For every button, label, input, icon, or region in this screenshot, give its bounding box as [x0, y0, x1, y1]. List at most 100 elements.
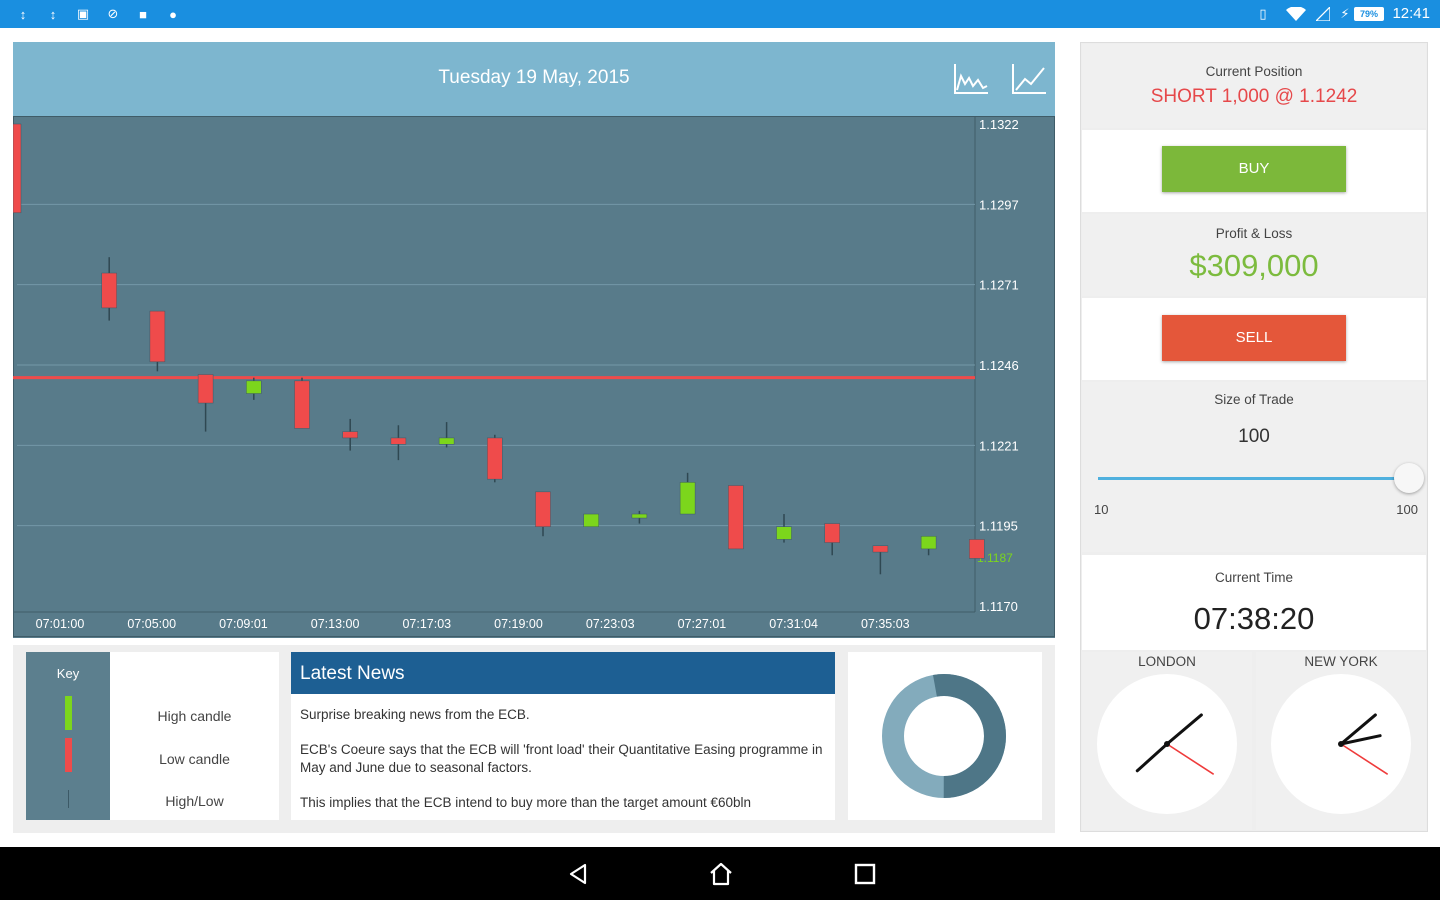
- news-item: Surprise breaking news from the ECB.: [300, 707, 530, 722]
- donut-panel: [848, 652, 1042, 820]
- vibrate-icon: ▯: [1259, 6, 1267, 21]
- key-sidebar: Key: [26, 652, 110, 820]
- usb-icon: ↕: [49, 6, 57, 22]
- chart-panel: Tuesday 19 May, 2015 1.1322 1.1297 1.1271 1…: [13, 42, 1055, 638]
- clock-icon: [1135, 713, 1214, 775]
- key-label-low: Low candle: [159, 751, 230, 767]
- trade-size-value: 100: [1238, 426, 1270, 447]
- current-time-value: 07:38:20: [1193, 601, 1315, 636]
- x-tick-label: 07:13:00: [311, 617, 360, 631]
- clock-second-hand: [1340, 743, 1388, 775]
- candle-body: [679, 482, 696, 515]
- position-value: SHORT 1,000 @ 1.1242: [1150, 86, 1358, 107]
- charging-icon: ⚡: [1340, 6, 1350, 21]
- key-panel: Key High candle Low candle High/Low: [26, 652, 279, 820]
- recents-icon[interactable]: [852, 861, 878, 887]
- candlestick-chart[interactable]: 1.1322 1.1297 1.1271 1.1246 1.1221 1.1195 1.11…: [13, 116, 1055, 638]
- chart-svg: 1.1322 1.1297 1.1271 1.1246 1.1221 1.1195 1.11…: [13, 116, 1055, 637]
- news-title: Latest News: [291, 652, 835, 694]
- clock-face: [1271, 674, 1411, 814]
- news-body: Surprise breaking news from the ECB. ECB…: [300, 706, 828, 820]
- usb-icon: ↕: [19, 6, 27, 22]
- x-tick-label: 07:31:04: [769, 617, 818, 631]
- clock-label-london: LONDON: [1138, 654, 1196, 669]
- y-tick-label: 1.1297: [979, 197, 1019, 212]
- candle-body: [776, 526, 792, 540]
- candle-body: [583, 513, 599, 527]
- clock-center: [1338, 741, 1344, 747]
- x-tick-label: 07:19:00: [494, 617, 543, 631]
- donut-arc: [882, 674, 1006, 798]
- pnl-section: Profit & Loss $309,000: [1082, 214, 1426, 296]
- calendar-icon: ▣: [76, 6, 90, 21]
- x-tick-label: 07:17:03: [402, 617, 451, 631]
- y-tick-label: 1.1195: [979, 519, 1018, 534]
- back-icon[interactable]: [566, 861, 592, 887]
- chart-date: Tuesday 19 May, 2015: [438, 67, 630, 88]
- chart-header: Tuesday 19 May, 2015: [13, 42, 1055, 116]
- candle-body: [149, 310, 166, 363]
- clock-minute-hand: [1165, 713, 1203, 746]
- high-low-swatch: [68, 790, 69, 808]
- sell-button[interactable]: SELL: [1162, 315, 1346, 361]
- candle-body: [631, 513, 648, 519]
- current-time-label: Current Time: [1214, 570, 1294, 585]
- clock-label-new-york: NEW YORK: [1304, 654, 1378, 669]
- key-label-high: High candle: [157, 708, 232, 724]
- candle-body: [824, 523, 840, 543]
- current-time-section: Current Time 07:38:20: [1082, 555, 1426, 650]
- status-bar: ↕ ↕ ▣ ⊘ ■ ● ▯ ⚡ 79% 12:41: [0, 0, 1440, 28]
- x-tick-label: 07:05:00: [127, 617, 176, 631]
- candle-body: [197, 374, 214, 404]
- clock-second-hand: [1166, 743, 1214, 775]
- news-item: ECB's Coeure says that the ECB will 'fro…: [300, 742, 823, 775]
- clock-icon: [1338, 713, 1388, 775]
- navigation-bar: [0, 847, 1440, 900]
- area-chart-icon[interactable]: [953, 62, 989, 96]
- current-price-label: 1.1187: [977, 551, 1013, 565]
- low-candle-swatch: [65, 738, 72, 772]
- candle-body: [342, 431, 358, 439]
- candle-body: [535, 491, 551, 527]
- trade-size-slider-track[interactable]: [1098, 477, 1410, 480]
- buy-section: BUY: [1082, 130, 1426, 212]
- x-tick-label: 07:23:03: [586, 617, 635, 631]
- slider-min-label: 10: [1094, 502, 1109, 517]
- key-title: Key: [56, 666, 80, 681]
- signal-icon: [1316, 6, 1330, 22]
- camera-icon: ■: [139, 6, 147, 22]
- trade-size-label: Size of Trade: [1214, 392, 1294, 407]
- y-tick-label: 1.1271: [979, 278, 1019, 293]
- news-panel[interactable]: Latest News Surprise breaking news from …: [291, 652, 835, 820]
- line-chart-icon[interactable]: [1011, 62, 1047, 96]
- y-tick-label: 1.1246: [979, 358, 1019, 373]
- sell-section: SELL: [1082, 298, 1426, 380]
- home-icon[interactable]: [708, 861, 734, 887]
- x-tick-label: 07:01:00: [36, 617, 85, 631]
- no-sync-icon: ⊘: [107, 6, 119, 21]
- candle-body: [101, 272, 117, 309]
- clock-center: [1164, 741, 1170, 747]
- location-icon: ●: [169, 6, 177, 22]
- wifi-icon: [1286, 6, 1306, 22]
- candle-body: [728, 485, 744, 550]
- candle-body: [872, 545, 889, 553]
- pnl-value: $309,000: [1189, 248, 1319, 283]
- candle-body: [438, 437, 455, 445]
- london-clock: LONDON: [1082, 652, 1252, 830]
- candle-body: [246, 380, 262, 394]
- x-tick-label: 07:27:01: [678, 617, 727, 631]
- trade-size-section: Size of Trade 100 10 100: [1082, 382, 1426, 552]
- y-tick-label: 1.1170: [979, 599, 1018, 614]
- status-time: 12:41: [1392, 5, 1430, 22]
- candle-body: [13, 123, 22, 214]
- new-york-clock: NEW YORK: [1256, 652, 1426, 830]
- candle-body: [969, 539, 985, 559]
- buy-button[interactable]: BUY: [1162, 146, 1346, 192]
- clock-minute-hand: [1339, 713, 1377, 746]
- pnl-label: Profit & Loss: [1215, 226, 1293, 241]
- clock-hour-hand: [1339, 734, 1382, 746]
- news-item: This implies that the ECB intend to buy …: [300, 795, 752, 810]
- trade-size-slider-thumb[interactable]: [1394, 463, 1424, 493]
- y-tick-label: 1.1221: [979, 438, 1019, 453]
